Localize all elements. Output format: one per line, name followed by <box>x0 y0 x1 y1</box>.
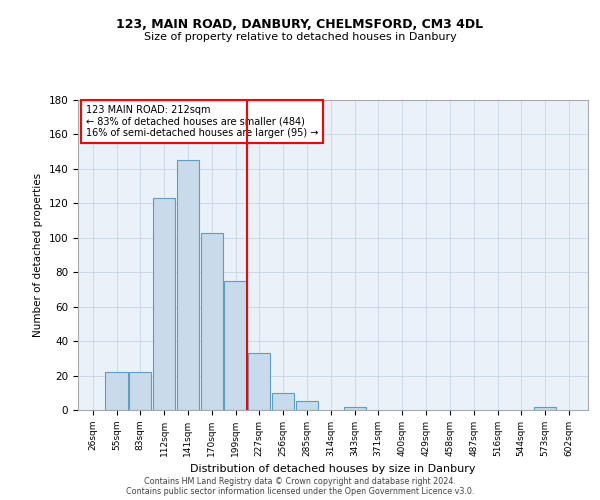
Text: 123, MAIN ROAD, DANBURY, CHELMSFORD, CM3 4DL: 123, MAIN ROAD, DANBURY, CHELMSFORD, CM3… <box>116 18 484 30</box>
X-axis label: Distribution of detached houses by size in Danbury: Distribution of detached houses by size … <box>190 464 476 474</box>
Bar <box>272 393 295 410</box>
Bar <box>128 372 151 410</box>
Bar <box>533 406 556 410</box>
Bar <box>248 353 271 410</box>
Bar <box>152 198 175 410</box>
Text: Contains public sector information licensed under the Open Government Licence v3: Contains public sector information licen… <box>126 488 474 496</box>
Bar <box>224 281 247 410</box>
Bar <box>200 232 223 410</box>
Bar <box>344 406 366 410</box>
Bar <box>176 160 199 410</box>
Text: Contains HM Land Registry data © Crown copyright and database right 2024.: Contains HM Land Registry data © Crown c… <box>144 478 456 486</box>
Text: 123 MAIN ROAD: 212sqm
← 83% of detached houses are smaller (484)
16% of semi-det: 123 MAIN ROAD: 212sqm ← 83% of detached … <box>86 104 318 138</box>
Bar <box>296 402 319 410</box>
Y-axis label: Number of detached properties: Number of detached properties <box>33 173 43 337</box>
Text: Size of property relative to detached houses in Danbury: Size of property relative to detached ho… <box>143 32 457 42</box>
Bar <box>106 372 128 410</box>
